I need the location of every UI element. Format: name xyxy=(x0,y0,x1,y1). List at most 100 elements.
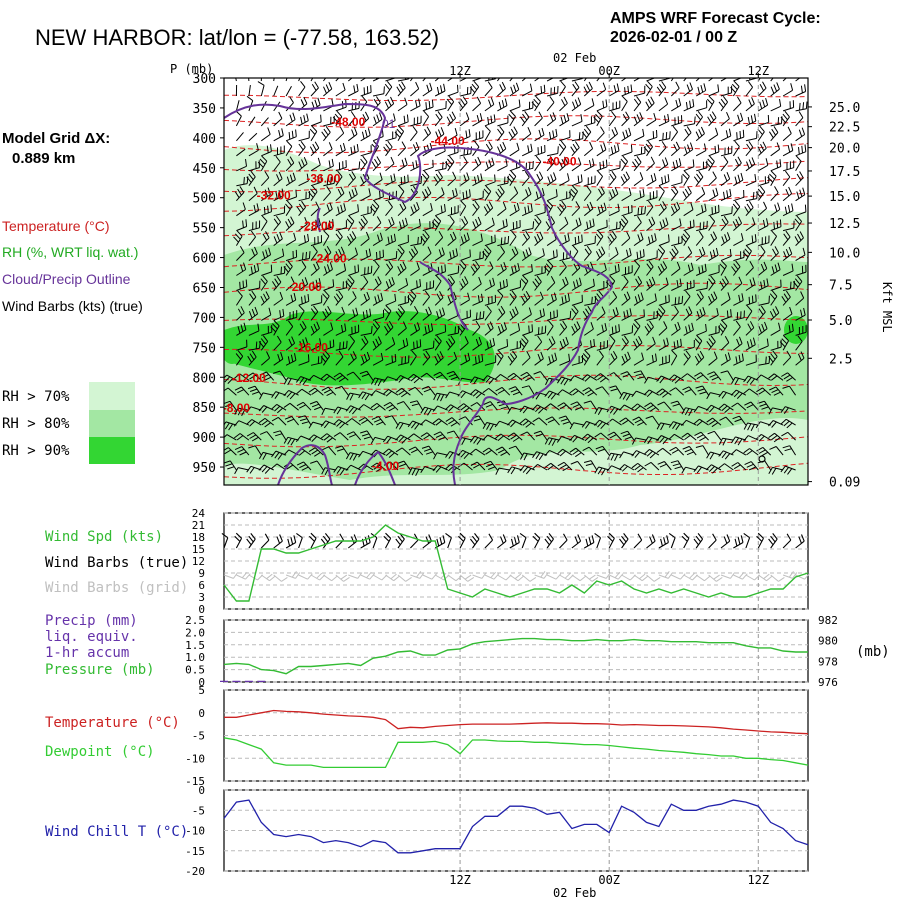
sounding-wind-barb xyxy=(385,216,395,231)
sounding-wind-barb xyxy=(285,353,297,366)
sounding-wind-barb xyxy=(422,290,431,306)
sounding-wind-barb xyxy=(333,406,349,415)
sounding-wind-barb xyxy=(372,249,384,262)
sounding-wind-barb xyxy=(671,175,683,187)
sounding-wind-barb xyxy=(507,432,523,442)
sounding-wind-barb xyxy=(596,170,604,186)
sounding-wind-barb xyxy=(446,111,457,127)
sounding-wind-barb xyxy=(396,401,411,411)
sounding-wind-barb xyxy=(643,448,660,459)
sounding-wind-barb xyxy=(620,430,635,441)
sounding-wind-barb xyxy=(372,276,382,291)
sounding-wind-barb xyxy=(584,218,595,232)
pressure-tick-label: 976 xyxy=(818,676,838,689)
sounding-wind-barb xyxy=(795,84,807,97)
true-wind-barb xyxy=(360,535,371,549)
sounding-wind-barb xyxy=(347,111,356,127)
grid-wind-barb xyxy=(261,573,276,582)
sounding-wind-barb xyxy=(757,305,766,321)
sounding-wind-barb xyxy=(410,262,420,276)
sounding-wind-barb xyxy=(308,421,324,429)
sounding-wind-barb xyxy=(606,418,622,426)
sounding-frame xyxy=(223,77,809,486)
sounding-wind-barb xyxy=(273,128,284,142)
sounding-wind-barb xyxy=(683,219,695,232)
sounding-wind-barb xyxy=(693,170,704,187)
sounding-wind-barb xyxy=(472,130,484,142)
sounding-wind-barb xyxy=(633,260,641,276)
sounding-wind-barb xyxy=(594,419,610,430)
temperature-contour-label: -20.00 xyxy=(288,280,322,294)
sounding-wind-barb xyxy=(620,371,635,381)
sounding-wind-barb xyxy=(745,337,756,351)
sounding-wind-barb xyxy=(348,144,359,157)
precip-label: Precip (mm) xyxy=(45,613,138,629)
sounding-wind-barb xyxy=(646,260,654,276)
sounding-wind-barb xyxy=(596,340,608,351)
sounding-wind-barb xyxy=(544,462,560,471)
grid-wind-barb xyxy=(795,573,810,580)
sounding-wind-barb xyxy=(372,216,382,231)
sounding-wind-barb xyxy=(534,325,547,336)
grid-wind-barb xyxy=(248,574,264,581)
sounding-wind-barb xyxy=(608,83,620,97)
sounding-wind-barb xyxy=(445,417,461,427)
sounding-wind-barb xyxy=(621,111,630,127)
sounding-wind-barb xyxy=(407,290,417,306)
sounding-wind-barb xyxy=(421,170,430,186)
top-time-labels: 12Z 00Z 12Z xyxy=(449,64,769,78)
sounding-wind-barb xyxy=(395,434,411,444)
sounding-wind-barb xyxy=(397,261,407,276)
sounding-wind-barb xyxy=(646,112,657,127)
sounding-wind-barb xyxy=(261,204,272,217)
temperature-contour xyxy=(224,462,808,479)
sounding-wind-barb xyxy=(484,81,493,97)
sounding-wind-barb xyxy=(619,451,635,459)
temperature-contour xyxy=(224,223,808,237)
sounding-wind-barb xyxy=(323,246,332,261)
sounding-wind-barb xyxy=(346,392,361,401)
sounding-wind-barb xyxy=(571,277,582,291)
sounding-wind-barb xyxy=(781,290,791,306)
sounding-wind-barb xyxy=(459,112,470,127)
sounding-wind-barb xyxy=(720,172,731,187)
precip-bar xyxy=(257,680,266,682)
true-wind-barb xyxy=(260,533,270,549)
sounding-wind-barb xyxy=(670,305,679,321)
sounding-wind-barb xyxy=(310,261,320,276)
sounding-wind-barb xyxy=(385,190,397,202)
sounding-wind-barb xyxy=(472,250,485,262)
sounding-wind-barb xyxy=(248,246,258,261)
sounding-wind-barb xyxy=(320,350,331,366)
sounding-wind-barb xyxy=(432,464,448,473)
sounding-wind-barb xyxy=(483,460,498,471)
sounding-wind-barb xyxy=(621,127,632,142)
sounding-wind-barb xyxy=(446,370,461,381)
sounding-wind-barb xyxy=(335,220,347,232)
sounding-wind-barb xyxy=(733,250,745,262)
sounding-wind-barb xyxy=(520,275,529,291)
cycle-title: AMPS WRF Forecast Cycle: xyxy=(610,10,821,27)
sounding-wind-barb xyxy=(782,385,797,396)
sounding-wind-barb xyxy=(369,200,380,216)
sounding-wind-barb xyxy=(270,320,280,336)
sounding-wind-barb xyxy=(459,276,469,291)
sounding-wind-barb xyxy=(432,418,448,426)
sounding-wind-barb xyxy=(335,340,348,351)
sounding-wind-barb xyxy=(335,186,345,202)
sounding-wind-barb xyxy=(583,81,593,97)
precip-pressure-panel: 00.51.01.52.02.5 976 978 980 982 (mb) Preci… xyxy=(45,613,890,689)
sounding-wind-barb xyxy=(708,307,719,321)
sounding-wind-barb xyxy=(633,232,644,247)
sounding-wind-barb xyxy=(782,306,793,321)
pressure-tick-label: 450 xyxy=(193,162,216,177)
sounding-wind-barb xyxy=(695,307,706,321)
sounding-wind-barb xyxy=(643,389,660,398)
sounding-wind-barb xyxy=(434,307,446,321)
sounding-wind-barb xyxy=(459,232,470,247)
rh-90-region xyxy=(224,311,495,386)
sounding-wind-barb xyxy=(360,325,373,336)
precip-bar xyxy=(244,680,253,682)
sounding-wind-barb xyxy=(472,353,484,366)
sounding-wind-barb xyxy=(335,350,344,366)
